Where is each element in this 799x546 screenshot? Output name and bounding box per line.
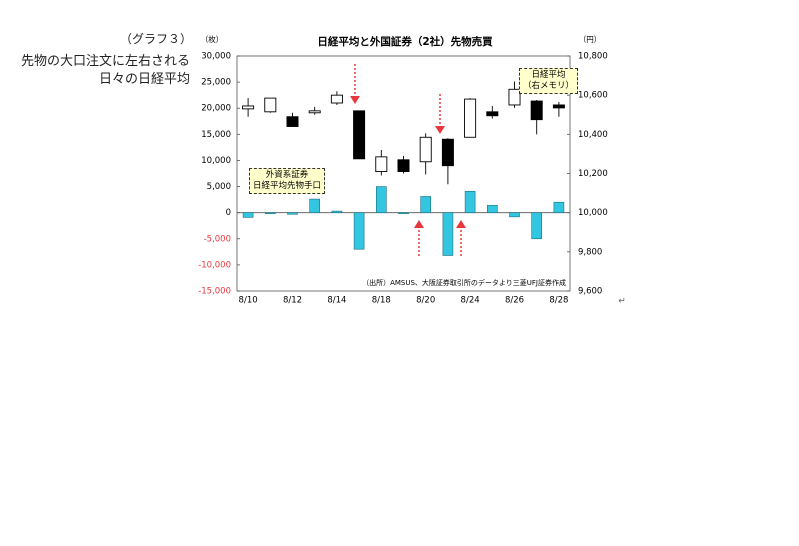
- y-tick-label: 10,000: [201, 156, 231, 166]
- y2-tick-label: 10,000: [578, 208, 608, 218]
- candle-body: [530, 100, 543, 121]
- candle-body: [286, 116, 299, 127]
- bar: [553, 201, 565, 213]
- bar: [242, 212, 254, 218]
- x-tick-label: 8/14: [327, 296, 346, 306]
- candle-body: [508, 88, 521, 106]
- x-tick-label: 8/12: [283, 296, 302, 306]
- candle-body: [330, 94, 343, 104]
- figure-label: （グラフ３）: [120, 32, 193, 46]
- source-note: （出所）AMSUS、大阪証券取引所のデータより三菱UFJ証券作成: [362, 278, 566, 287]
- y2-tick-label: 10,600: [578, 91, 608, 101]
- x-tick-label: 8/10: [239, 296, 258, 306]
- bar: [287, 212, 298, 215]
- bar: [309, 198, 320, 213]
- x-tick-label: 8/20: [416, 296, 435, 306]
- candle-body: [264, 97, 277, 113]
- y2-tick-label: 10,400: [578, 130, 608, 140]
- bar: [531, 212, 542, 240]
- bar: [398, 212, 409, 215]
- x-tick-label: 8/28: [549, 296, 568, 306]
- bar: [509, 212, 520, 218]
- y-tick-label: -10,000: [198, 260, 231, 270]
- legend-candle: 日経平均 （右メモリ）: [519, 68, 579, 94]
- y-tick-label: 0: [226, 208, 231, 218]
- candle-body: [375, 156, 388, 172]
- bar: [442, 212, 454, 256]
- y-tick-label: -15,000: [198, 287, 231, 297]
- candle-body: [353, 110, 366, 160]
- x-tick-label: 8/24: [461, 296, 480, 306]
- candle-body: [242, 105, 255, 110]
- candle-body: [419, 136, 432, 163]
- y-tick-label: 5,000: [207, 182, 231, 192]
- annotation-arrows: [350, 64, 466, 256]
- bar: [265, 212, 276, 215]
- bar: [464, 190, 476, 213]
- y2-tick-label: 9,800: [578, 247, 602, 257]
- bar: [376, 186, 387, 213]
- bar: [353, 212, 365, 250]
- y2-tick-label: 10,800: [578, 52, 608, 62]
- y2-tick-label: 10,200: [578, 169, 608, 179]
- y-tick-label: 15,000: [201, 130, 231, 140]
- candle-body: [486, 111, 499, 117]
- y-tick-label: -5,000: [204, 234, 231, 244]
- bar: [487, 205, 498, 213]
- y-tick-label: 25,000: [201, 78, 231, 88]
- y-tick-label: 30,000: [201, 52, 231, 62]
- candle-body: [552, 104, 565, 109]
- x-tick-label: 8/18: [372, 296, 391, 306]
- bar: [420, 196, 431, 213]
- y-unit: （枚）: [201, 34, 224, 44]
- legend-bar: 外資系証券 日経平均先物手口: [249, 168, 326, 194]
- y2-unit: （円）: [579, 35, 602, 44]
- heading-line: 先物の大口注文に左右される: [20, 54, 190, 69]
- candle-body: [397, 159, 410, 172]
- x-tick-label: 8/26: [505, 296, 524, 306]
- chart-title: 日経平均と外国証券（2社）先物売買: [317, 35, 493, 48]
- candle-body: [464, 98, 477, 138]
- candle-body: [308, 110, 321, 114]
- y-tick-label: 20,000: [201, 104, 231, 114]
- heading-line: 日々の日経平均: [98, 72, 190, 87]
- bar: [331, 210, 343, 213]
- y2-tick-label: 9,600: [578, 287, 602, 297]
- return-mark: ↵: [618, 297, 626, 307]
- candle-body: [441, 138, 454, 167]
